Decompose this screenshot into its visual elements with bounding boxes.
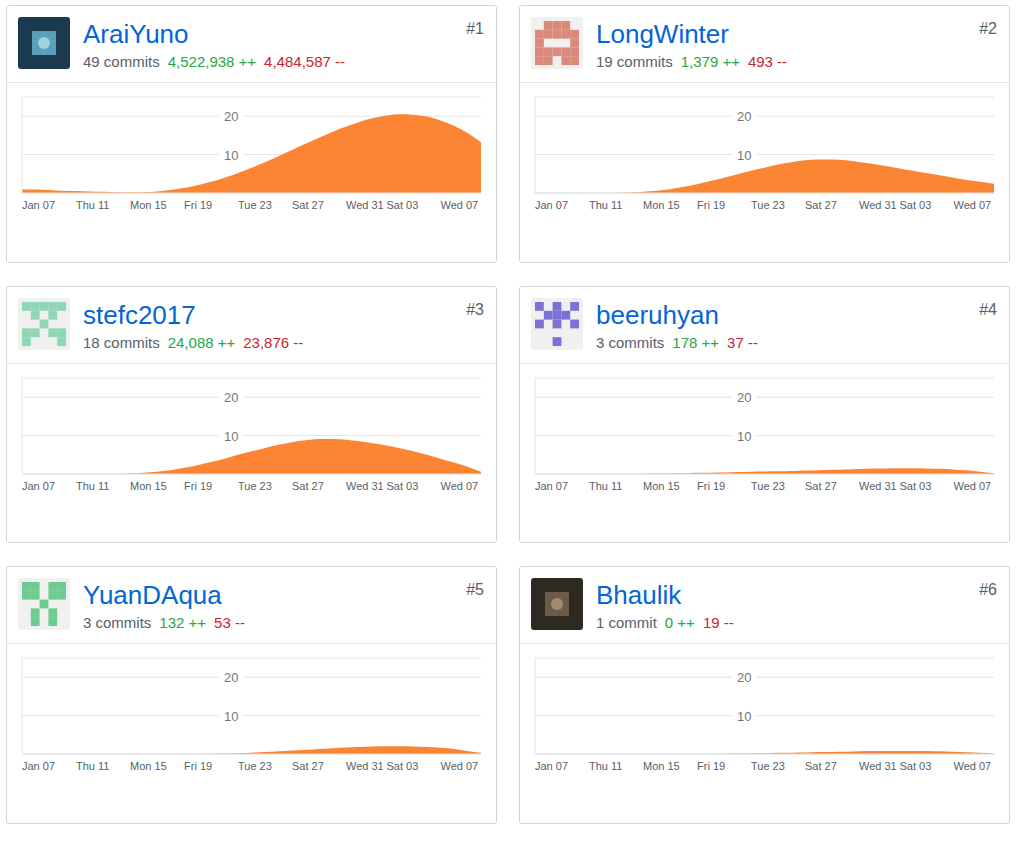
svg-text:Tue 23: Tue 23 [751, 199, 785, 211]
html-text:#2: #2 [979, 20, 997, 37]
svg-text:Wed 31: Wed 31 [346, 480, 384, 492]
html-text:AraiYuno: AraiYuno [83, 19, 189, 49]
svg-text:Sat 03: Sat 03 [387, 760, 419, 772]
html-text:24,088 ++: 24,088 ++ [167, 334, 236, 351]
svg-text:Fri 19: Fri 19 [697, 480, 725, 492]
html-text:23,876 --: 23,876 -- [243, 334, 304, 351]
svg-text:Fri 19: Fri 19 [184, 480, 212, 492]
svg-text:10: 10 [224, 429, 238, 444]
svg-text:20: 20 [224, 390, 238, 405]
svg-text:Tue 23: Tue 23 [751, 480, 785, 492]
svg-text:Wed 07: Wed 07 [441, 480, 479, 492]
svg-text:Mon 15: Mon 15 [643, 760, 680, 772]
svg-text:10: 10 [737, 429, 751, 444]
svg-text:Sat 03: Sat 03 [387, 199, 419, 211]
svg-text:Tue 23: Tue 23 [238, 760, 272, 772]
svg-text:Fri 19: Fri 19 [697, 199, 725, 211]
svg-text:Sat 27: Sat 27 [805, 760, 837, 772]
svg-text:20: 20 [737, 670, 751, 685]
svg-text:Wed 07: Wed 07 [441, 199, 479, 211]
html-text:19 commits: 19 commits [596, 53, 673, 70]
html-text:#1: #1 [466, 20, 484, 37]
html-text:19 --: 19 -- [702, 614, 734, 631]
html-text:18 commits: 18 commits [83, 334, 160, 351]
html-text:Bhaulik: Bhaulik [596, 580, 682, 610]
svg-text:10: 10 [737, 709, 751, 724]
svg-text:Thu 11: Thu 11 [76, 480, 109, 492]
html-text:#3: #3 [466, 301, 484, 318]
svg-text:Sat 03: Sat 03 [900, 480, 932, 492]
html-text:53 --: 53 -- [214, 614, 245, 631]
html-text:4,484,587 --: 4,484,587 -- [264, 53, 345, 70]
svg-text:Wed 07: Wed 07 [954, 480, 992, 492]
html-text:beeruhyan: beeruhyan [596, 300, 719, 330]
svg-text:Mon 15: Mon 15 [130, 199, 167, 211]
html-text:49 commits: 49 commits [83, 53, 160, 70]
svg-text:Fri 19: Fri 19 [184, 199, 212, 211]
svg-text:Tue 23: Tue 23 [751, 760, 785, 772]
svg-text:Thu 11: Thu 11 [589, 199, 622, 211]
svg-text:Mon 15: Mon 15 [643, 480, 680, 492]
html-text:YuanDAqua: YuanDAqua [83, 580, 222, 610]
svg-text:Wed 31: Wed 31 [859, 199, 897, 211]
html-text:178 ++: 178 ++ [672, 334, 720, 351]
svg-text:Sat 03: Sat 03 [387, 480, 419, 492]
html-text:132 ++: 132 ++ [159, 614, 207, 631]
html-text:stefc2017: stefc2017 [83, 300, 196, 330]
svg-text:Jan 07: Jan 07 [22, 480, 55, 492]
html-text:37 --: 37 -- [727, 334, 758, 351]
svg-text:Mon 15: Mon 15 [643, 199, 680, 211]
svg-text:Wed 31: Wed 31 [859, 760, 897, 772]
html-text:#4: #4 [979, 301, 997, 318]
svg-text:Thu 11: Thu 11 [589, 480, 622, 492]
svg-text:10: 10 [224, 148, 238, 163]
svg-text:Sat 03: Sat 03 [900, 199, 932, 211]
html-text:4,522,938 ++: 4,522,938 ++ [167, 53, 257, 70]
html-text:LongWinter: LongWinter [596, 19, 729, 49]
svg-text:10: 10 [737, 148, 751, 163]
svg-text:Jan 07: Jan 07 [535, 199, 568, 211]
svg-text:20: 20 [737, 390, 751, 405]
svg-text:Wed 07: Wed 07 [954, 760, 992, 772]
svg-text:Wed 31: Wed 31 [346, 760, 384, 772]
html-text:#6: #6 [979, 581, 997, 598]
svg-text:Jan 07: Jan 07 [22, 760, 55, 772]
html-text:3 commits: 3 commits [596, 334, 665, 351]
svg-text:Jan 07: Jan 07 [22, 199, 55, 211]
svg-text:Thu 11: Thu 11 [76, 760, 109, 772]
svg-text:Sat 27: Sat 27 [805, 480, 837, 492]
svg-text:Sat 03: Sat 03 [900, 760, 932, 772]
svg-text:Sat 27: Sat 27 [292, 199, 324, 211]
svg-text:Tue 23: Tue 23 [238, 199, 272, 211]
svg-text:Sat 27: Sat 27 [805, 199, 837, 211]
svg-text:Fri 19: Fri 19 [697, 760, 725, 772]
svg-text:Wed 07: Wed 07 [441, 760, 479, 772]
svg-text:Wed 07: Wed 07 [954, 199, 992, 211]
svg-text:Thu 11: Thu 11 [589, 760, 622, 772]
svg-text:Jan 07: Jan 07 [535, 480, 568, 492]
svg-text:20: 20 [224, 109, 238, 124]
svg-text:Wed 31: Wed 31 [859, 480, 897, 492]
svg-text:Mon 15: Mon 15 [130, 480, 167, 492]
svg-text:Thu 11: Thu 11 [76, 199, 109, 211]
svg-text:Fri 19: Fri 19 [184, 760, 212, 772]
html-text:#5: #5 [466, 581, 484, 598]
svg-text:10: 10 [224, 709, 238, 724]
svg-text:Sat 27: Sat 27 [292, 480, 324, 492]
svg-text:Mon 15: Mon 15 [130, 760, 167, 772]
html-text:0 ++: 0 ++ [664, 614, 695, 631]
svg-text:20: 20 [224, 670, 238, 685]
html-text:1,379 ++: 1,379 ++ [680, 53, 740, 70]
html-text:493 --: 493 -- [747, 53, 788, 70]
svg-text:Jan 07: Jan 07 [535, 760, 568, 772]
svg-text:20: 20 [737, 109, 751, 124]
svg-text:Wed 31: Wed 31 [346, 199, 384, 211]
svg-text:Sat 27: Sat 27 [292, 760, 324, 772]
html-text:1 commit: 1 commit [596, 614, 657, 631]
html-text:3 commits: 3 commits [83, 614, 152, 631]
svg-text:Tue 23: Tue 23 [238, 480, 272, 492]
